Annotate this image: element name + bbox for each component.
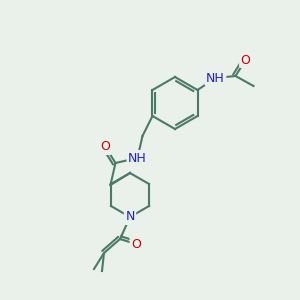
Text: N: N xyxy=(125,211,135,224)
Text: O: O xyxy=(241,53,250,67)
Text: O: O xyxy=(131,238,141,250)
Text: NH: NH xyxy=(128,152,147,164)
Text: O: O xyxy=(100,140,110,154)
Text: NH: NH xyxy=(206,71,225,85)
